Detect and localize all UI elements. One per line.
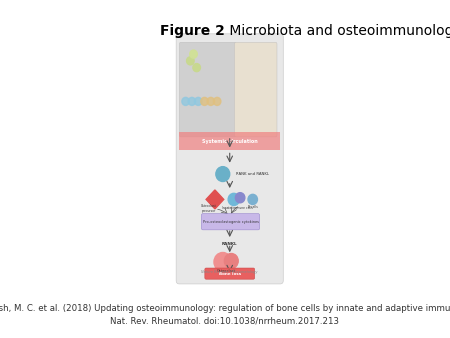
Text: Osteoclast: Osteoclast bbox=[217, 269, 236, 273]
FancyBboxPatch shape bbox=[234, 42, 277, 137]
Circle shape bbox=[207, 97, 215, 105]
Polygon shape bbox=[206, 190, 224, 209]
Circle shape bbox=[182, 97, 189, 105]
Circle shape bbox=[201, 97, 208, 105]
Text: Pro-osteoclastogenic cytokines: Pro-osteoclastogenic cytokines bbox=[202, 220, 259, 224]
Circle shape bbox=[187, 57, 194, 65]
Text: Nature Reviews | Rheumatology: Nature Reviews | Rheumatology bbox=[202, 270, 258, 274]
Circle shape bbox=[193, 64, 200, 72]
FancyBboxPatch shape bbox=[179, 132, 280, 150]
FancyBboxPatch shape bbox=[176, 34, 284, 284]
Circle shape bbox=[216, 167, 230, 182]
Text: RANKL: RANKL bbox=[222, 242, 238, 246]
Text: Microbiota and osteoimmunology: Microbiota and osteoimmunology bbox=[225, 24, 450, 38]
FancyBboxPatch shape bbox=[202, 214, 260, 230]
Text: Walsh, M. C. et al. (2018) Updating osteoimmunology: regulation of bone cells by: Walsh, M. C. et al. (2018) Updating oste… bbox=[0, 304, 450, 325]
Circle shape bbox=[190, 50, 197, 58]
Text: RANK and RANKL: RANK and RANKL bbox=[236, 172, 269, 176]
Text: Innate immune cells: Innate immune cells bbox=[221, 206, 252, 210]
Circle shape bbox=[188, 97, 196, 105]
Text: Osteoclast
precursor: Osteoclast precursor bbox=[201, 204, 216, 213]
Text: Systemic circulation: Systemic circulation bbox=[202, 139, 257, 144]
Text: Figure 2: Figure 2 bbox=[160, 24, 225, 38]
Circle shape bbox=[225, 254, 238, 268]
Text: Bone loss: Bone loss bbox=[219, 272, 241, 276]
FancyBboxPatch shape bbox=[205, 268, 255, 279]
Circle shape bbox=[194, 97, 202, 105]
FancyBboxPatch shape bbox=[179, 42, 236, 137]
Circle shape bbox=[228, 193, 239, 206]
Text: B cells: B cells bbox=[248, 205, 258, 209]
Circle shape bbox=[213, 97, 221, 105]
Circle shape bbox=[248, 194, 257, 204]
Circle shape bbox=[214, 252, 232, 271]
Circle shape bbox=[235, 193, 245, 203]
